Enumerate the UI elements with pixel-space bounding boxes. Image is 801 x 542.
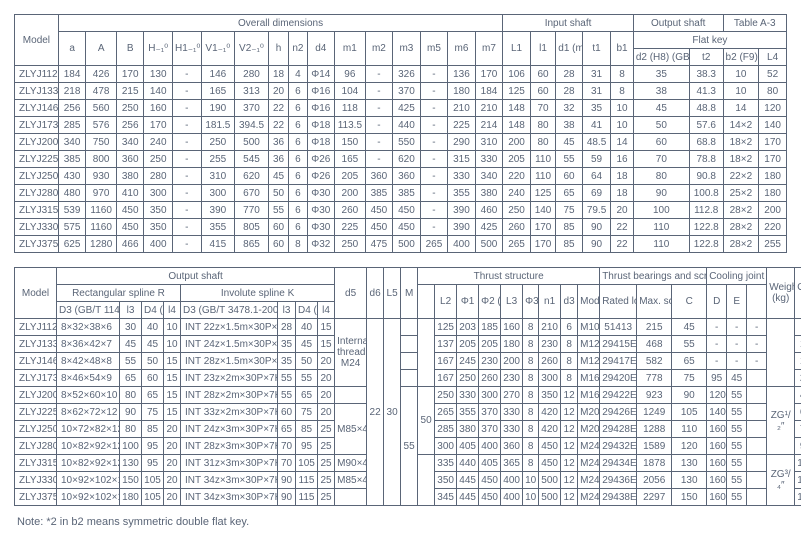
col2-model: Model [15, 268, 57, 319]
group-thrust-structure: Thrust structure [418, 268, 600, 285]
table-row: ZLYJ250430930380280-310620456Φ2620536036… [15, 168, 787, 185]
group-overall-dimensions: Overall dimensions [58, 15, 502, 32]
table-row: ZLYJ3155391160450350-390770556Φ302604504… [15, 202, 787, 219]
table-row: ZLYJ2008×52×60×10806515INT 28z×2m×30P×7H… [15, 387, 801, 404]
header2-row-1: Model Output shaft d5d6L5 M Thrust struc… [15, 268, 801, 285]
group-output-shaft: Output shaft [633, 15, 723, 32]
footnote: Note: *2 in b2 means symmetric double fl… [14, 516, 787, 528]
overall-dimensions-table: Model Overall dimensions Input shaft Out… [14, 14, 787, 253]
group-table-a3: Table A-3 [723, 15, 786, 32]
table-row: ZLYJ173285576256170-181.5394.5226Φ18113.… [15, 117, 787, 134]
group-cooling-joint: Cooling joint [707, 268, 767, 285]
table-row: ZLYJ1738×46×54×9656015INT 23z×2m×30P×7H5… [15, 370, 801, 387]
table-row: ZLYJ1128×32×38×6304010INT 22z×1.5m×30P×7… [15, 319, 801, 336]
col-model: Model [15, 15, 59, 66]
group-flat-key: Flat key [633, 32, 786, 49]
header-row-2: a A B H₋₁⁰ H1₋₁⁰ V1₋₁⁰ V2₋₁⁰ h n2 d4 m1 … [15, 32, 787, 49]
header-row-1: Model Overall dimensions Input shaft Out… [15, 15, 787, 32]
table-row: ZLYJ112184426170130-146280184Φ1496-326-1… [15, 66, 787, 83]
col-group-oil: Oil qty(L) [795, 268, 801, 319]
group-output-shaft2: Output shaft [57, 268, 335, 285]
table-row: ZLYJ225385800360250-255545366Φ26165-620-… [15, 151, 787, 168]
table-row: ZLYJ1468×42×48×8555015INT 28z×1.5m×30P×7… [15, 353, 801, 370]
table-row: ZLYJ200340750340240-250500366Φ18150-550-… [15, 134, 787, 151]
table-row: ZLYJ3305751160450350-355805606Φ302254504… [15, 219, 787, 236]
output-shaft-table: Model Output shaft d5d6L5 M Thrust struc… [14, 267, 801, 506]
col-group-weight: Weight(kg) [767, 268, 795, 319]
table-row: ZLYJ1338×36×42×7454510INT 24z×1.5m×30P×7… [15, 336, 801, 353]
table-row: ZLYJ133218478215140-165313206Φ16104-370-… [15, 83, 787, 100]
table-row: ZLYJ3756251280466400-415865608Φ322504755… [15, 236, 787, 253]
group-thrust-bearings: Thrust bearings and screw(reference) [600, 268, 707, 285]
table-row: ZLYJ146256560250160-190370226Φ16118-425-… [15, 100, 787, 117]
group-input-shaft: Input shaft [503, 15, 634, 32]
table-row: ZLYJ280480970410300-300670506Φ3020038538… [15, 185, 787, 202]
